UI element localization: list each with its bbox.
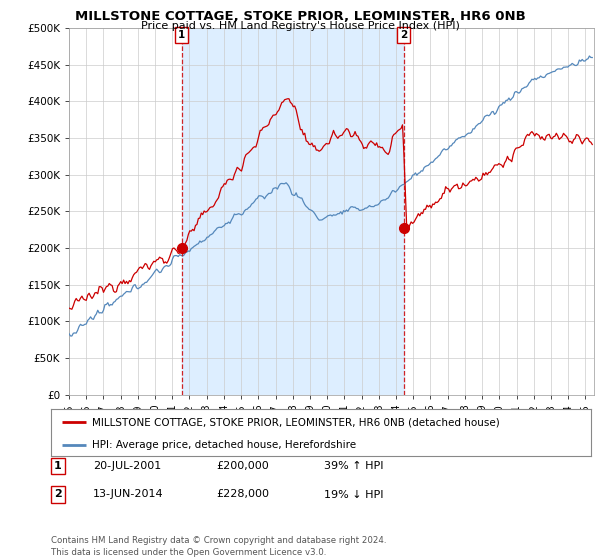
Text: 2: 2 [54, 489, 62, 500]
Text: MILLSTONE COTTAGE, STOKE PRIOR, LEOMINSTER, HR6 0NB (detached house): MILLSTONE COTTAGE, STOKE PRIOR, LEOMINST… [91, 417, 499, 427]
Text: 13-JUN-2014: 13-JUN-2014 [93, 489, 164, 500]
Text: HPI: Average price, detached house, Herefordshire: HPI: Average price, detached house, Here… [91, 440, 356, 450]
Text: 39% ↑ HPI: 39% ↑ HPI [324, 461, 383, 471]
Text: Contains HM Land Registry data © Crown copyright and database right 2024.
This d: Contains HM Land Registry data © Crown c… [51, 536, 386, 557]
Text: £200,000: £200,000 [216, 461, 269, 471]
Text: MILLSTONE COTTAGE, STOKE PRIOR, LEOMINSTER, HR6 0NB: MILLSTONE COTTAGE, STOKE PRIOR, LEOMINST… [74, 10, 526, 23]
Text: 19% ↓ HPI: 19% ↓ HPI [324, 489, 383, 500]
Text: 20-JUL-2001: 20-JUL-2001 [93, 461, 161, 471]
Text: 2: 2 [400, 30, 407, 40]
Text: 1: 1 [178, 30, 185, 40]
Bar [182, 28, 404, 395]
Text: 1: 1 [54, 461, 62, 471]
Text: £228,000: £228,000 [216, 489, 269, 500]
Text: Price paid vs. HM Land Registry's House Price Index (HPI): Price paid vs. HM Land Registry's House … [140, 21, 460, 31]
